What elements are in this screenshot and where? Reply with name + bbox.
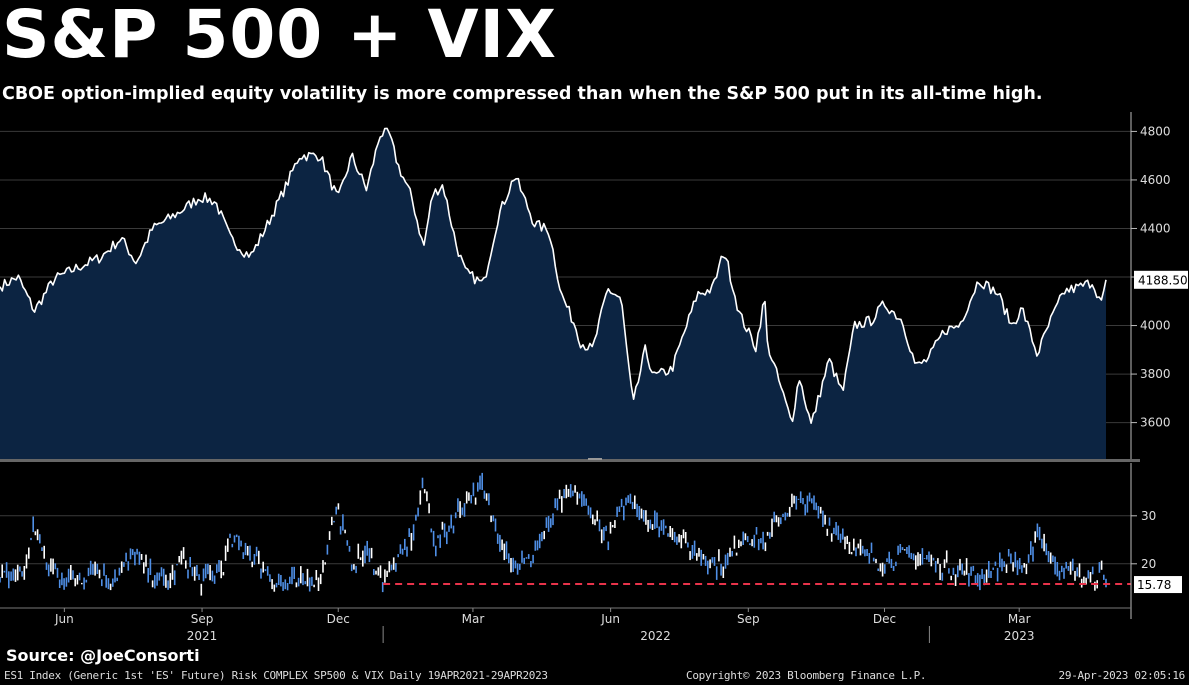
x-month-label: Jun [600,612,620,626]
x-month-label: Mar [462,612,485,626]
x-month-label: Sep [737,612,760,626]
chart-title: S&P 500 + VIX [2,0,557,73]
x-year-label: 2021 [187,629,218,643]
vix-bars [0,472,1107,596]
sp-y-tick-label: 3600 [1140,416,1171,430]
x-month-label: Mar [1008,612,1031,626]
x-month-label: Dec [873,612,896,626]
x-year-label: 2023 [1004,629,1035,643]
sp-series-line [0,127,1107,424]
vix-y-tick-label: 30 [1141,509,1156,523]
vix-last-value-label: 15.78 [1137,578,1171,592]
sp-y-tick-label: 3800 [1140,367,1171,381]
x-month-label: Jun [54,612,74,626]
source-label: Source: @JoeConsorti [6,646,200,665]
sp-y-tick-label: 4000 [1140,319,1171,333]
sp-y-tick-label: 4400 [1140,221,1171,235]
x-month-label: Sep [191,612,214,626]
pane-divider-handle [588,458,602,460]
vix-last-value-box [1134,576,1182,594]
x-year-label: 2022 [640,629,671,643]
sp-y-tick-label: 4800 [1140,124,1171,138]
sp-last-value-box [1134,270,1188,289]
x-month-label: Dec [327,612,350,626]
vix-y-tick-label: 20 [1141,557,1156,571]
footer-timestamp: 29-Apr-2023 02:05:16 [1058,669,1186,682]
footer-description: ES1 Index (Generic 1st 'ES' Future) Risk… [4,669,548,682]
footer-copyright: Copyright© 2023 Bloomberg Finance L.P. [686,669,927,682]
sp-last-value-label: 4188.50 [1138,273,1188,287]
pane-divider [0,459,1140,462]
chart-subtitle: CBOE option-implied equity volatility is… [2,84,1043,104]
sp-y-tick-label: 4600 [1140,173,1171,187]
sp-area-fill [0,128,1106,459]
